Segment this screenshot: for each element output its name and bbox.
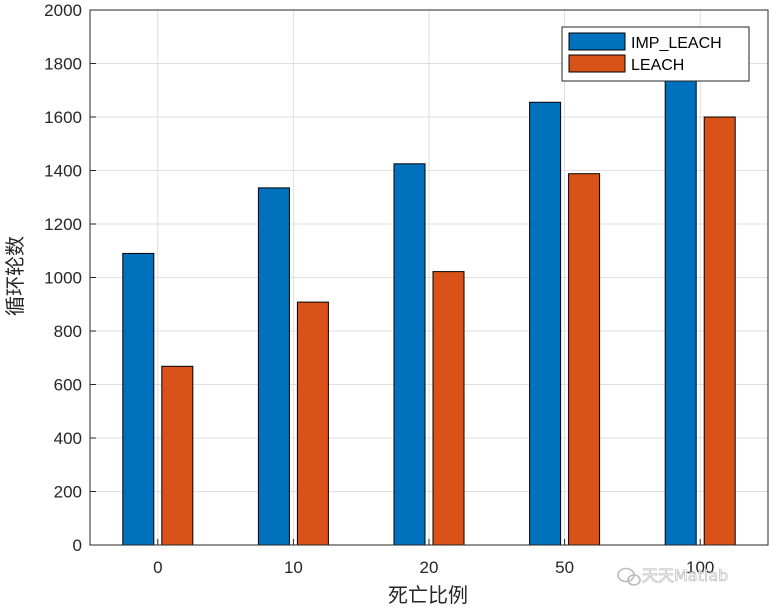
legend: IMP_LEACH LEACH [561, 26, 750, 82]
bar-leach [432, 271, 465, 546]
legend-swatch [568, 32, 626, 51]
bars-group [122, 76, 736, 546]
y-tick-label: 1600 [44, 108, 82, 127]
y-tick-label: 400 [54, 429, 82, 448]
watermark: 天天Matlab [617, 566, 729, 586]
x-axis-ticks: 0 10 20 50 100 [153, 539, 714, 577]
x-tick-label: 20 [420, 558, 439, 577]
bar-leach [161, 365, 194, 546]
legend-swatch [568, 54, 626, 73]
y-tick-label: 1200 [44, 215, 82, 234]
bar-leach [568, 173, 601, 546]
y-tick-label: 800 [54, 322, 82, 341]
bar-imp-leach [529, 101, 562, 546]
bar-imp-leach [664, 76, 697, 546]
x-tick-label: 100 [686, 558, 714, 577]
y-axis-ticks: 0 200 400 600 800 1000 1200 1400 1600 1800 2000 [44, 1, 96, 555]
bar-leach [296, 301, 329, 546]
bar-imp-leach [393, 163, 426, 546]
legend-label: LEACH [631, 57, 684, 74]
x-tick-label: 10 [284, 558, 303, 577]
legend-label: IMP_LEACH [631, 35, 722, 52]
y-tick-label: 0 [73, 536, 82, 555]
y-axis-label: 循环轮数 [3, 236, 27, 316]
y-tick-label: 1000 [44, 269, 82, 288]
y-tick-label: 600 [54, 376, 82, 395]
bar-leach [703, 116, 736, 546]
x-axis-label: 死亡比例 [388, 583, 468, 607]
y-tick-label: 2000 [44, 1, 82, 20]
y-tick-label: 200 [54, 483, 82, 502]
watermark-text: 天天Matlab [642, 566, 728, 585]
wechat-icon [617, 567, 641, 586]
x-tick-label: 0 [153, 558, 162, 577]
y-tick-label: 1800 [44, 55, 82, 74]
bar-imp-leach [122, 252, 155, 546]
x-tick-label: 50 [555, 558, 574, 577]
y-tick-label: 1400 [44, 162, 82, 181]
bar-imp-leach [257, 187, 290, 546]
